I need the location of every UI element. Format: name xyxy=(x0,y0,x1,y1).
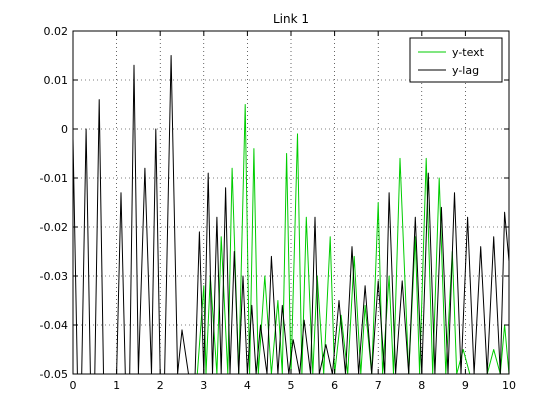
x-tick-label: 3 xyxy=(200,379,207,392)
y-tick-label: 0.01 xyxy=(44,74,69,87)
x-tick-label: 0 xyxy=(70,379,77,392)
y-tick-label: -0.04 xyxy=(40,319,68,332)
y-tick-label: 0.02 xyxy=(44,25,69,38)
chart-title: Link 1 xyxy=(273,12,309,26)
legend-box xyxy=(409,37,503,83)
legend-label-y-text: y-text xyxy=(452,46,485,59)
x-tick-label: 8 xyxy=(418,379,425,392)
x-tick-label: 6 xyxy=(331,379,338,392)
x-tick-label: 7 xyxy=(375,379,382,392)
y-tick-label: -0.01 xyxy=(40,172,68,185)
y-tick-label: -0.03 xyxy=(40,270,68,283)
x-tick-label: 2 xyxy=(157,379,164,392)
y-tick-label: 0 xyxy=(61,123,68,136)
x-tick-label: 4 xyxy=(244,379,251,392)
x-tick-label: 9 xyxy=(462,379,469,392)
x-tick-label: 1 xyxy=(113,379,120,392)
legend-label-y-lag: y-lag xyxy=(452,64,479,77)
legend: y-text y-lag xyxy=(409,37,503,83)
axis-ticks: 0 1 2 3 4 5 6 7 8 9 10 0.02 0.01 0 -0.01 -0.02 -0.03 -0.0… xyxy=(40,25,516,392)
y-tick-label: -0.05 xyxy=(40,368,68,381)
y-tick-label: -0.02 xyxy=(40,221,68,234)
x-tick-label: 5 xyxy=(288,379,295,392)
x-tick-label: 10 xyxy=(502,379,516,392)
